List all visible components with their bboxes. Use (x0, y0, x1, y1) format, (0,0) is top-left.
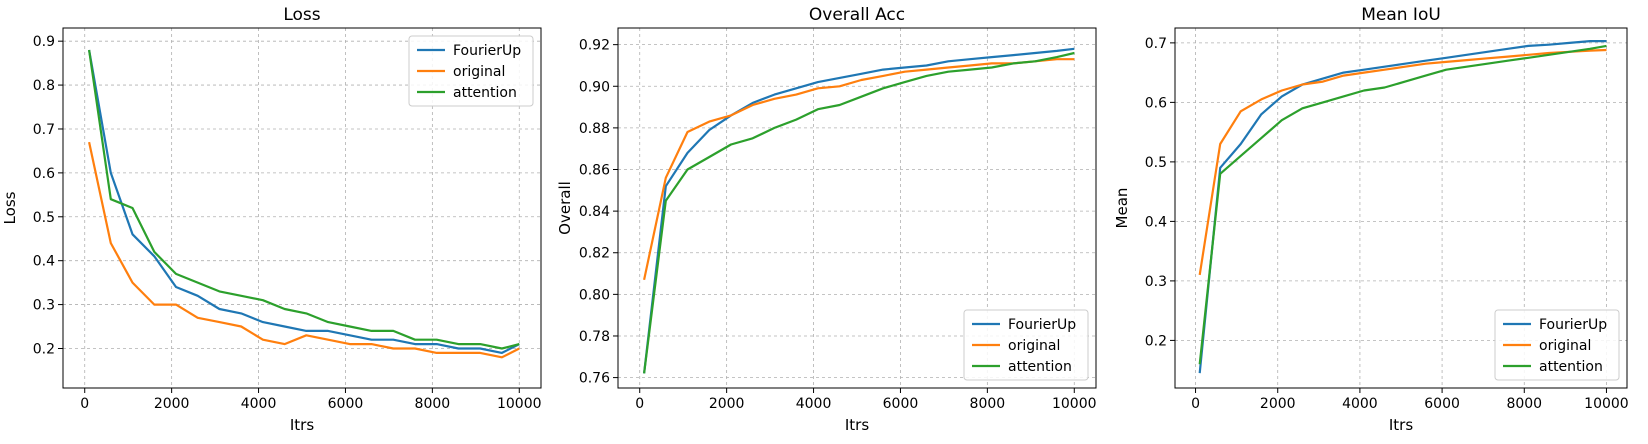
plot-frame (62, 27, 542, 389)
legend-label: original (1539, 338, 1591, 354)
x-tick-label: 2000 (709, 396, 745, 412)
x-tick-label: 4000 (241, 396, 277, 412)
y-tick-label: 0.3 (1145, 274, 1167, 290)
y-tick-label: 0.5 (1145, 155, 1167, 171)
legend-label: FourierUp (453, 43, 521, 59)
chart-title: Mean IoU (1361, 5, 1441, 25)
y-tick-label: 0.6 (33, 166, 55, 182)
y-axis-label: Overall (556, 181, 574, 235)
legend-box (408, 35, 534, 107)
legend: FourierUp original attention (408, 35, 534, 107)
x-axis-label: Itrs (290, 416, 314, 434)
x-tick-label: 8000 (415, 396, 451, 412)
legend-box (963, 309, 1089, 381)
y-tick-label: 0.7 (33, 122, 55, 138)
y-tick-label: 0.86 (579, 163, 610, 179)
legend-label: original (1008, 338, 1060, 354)
legend-label: attention (1008, 359, 1072, 375)
x-tick-label: 8000 (1506, 396, 1542, 412)
chart-panel-1: 0 2000 4000 6000 8000 10000 0.2 0.3 0.4 0.5 0.6 0.7… (1, 5, 542, 434)
series-line-fourierup (1198, 39, 1607, 374)
y-tick-label: 0.4 (1145, 214, 1167, 230)
x-tick-label: 0 (80, 396, 89, 412)
y-tick-label: 0.6 (1145, 95, 1167, 111)
legend-label: FourierUp (1539, 317, 1607, 333)
plot-frame (1174, 27, 1628, 389)
series-line-attention (88, 49, 520, 350)
legend-label: FourierUp (1008, 317, 1076, 333)
x-tick-label: 10000 (1584, 396, 1629, 412)
x-axis-label: Itrs (845, 416, 869, 434)
legend-label: attention (1539, 359, 1603, 375)
x-tick-label: 2000 (154, 396, 190, 412)
series-line-attention (643, 51, 1075, 374)
legend-label: original (453, 64, 505, 80)
y-tick-label: 0.78 (579, 329, 610, 345)
y-tick-label: 0.8 (33, 78, 55, 94)
chart-title: Overall Acc (809, 5, 905, 25)
x-tick-label: 6000 (328, 396, 364, 412)
legend: FourierUp original attention (1494, 309, 1620, 381)
series-line-original (1198, 48, 1607, 276)
y-tick-label: 0.92 (579, 38, 610, 54)
series-line-original (643, 58, 1075, 281)
series-line-fourierup (88, 49, 520, 354)
chart-title: Loss (283, 5, 320, 25)
y-tick-label: 0.82 (579, 246, 610, 262)
x-axis-label: Itrs (1389, 416, 1413, 434)
series-line-original (88, 141, 520, 359)
y-tick-label: 0.3 (33, 298, 55, 314)
y-tick-label: 0.4 (33, 254, 55, 270)
y-tick-label: 0.88 (579, 121, 610, 137)
x-tick-label: 10000 (497, 396, 542, 412)
y-axis-label: Mean (1113, 188, 1131, 229)
x-tick-label: 4000 (796, 396, 832, 412)
series-line-attention (1198, 44, 1607, 365)
y-tick-label: 0.5 (33, 210, 55, 226)
y-tick-label: 0.84 (579, 204, 610, 220)
y-axis-label: Loss (1, 191, 19, 224)
y-tick-label: 0.76 (579, 371, 610, 387)
x-tick-label: 6000 (883, 396, 919, 412)
legend-box (1494, 309, 1620, 381)
x-tick-label: 0 (1191, 396, 1200, 412)
chart-panel-3: 0 2000 4000 6000 8000 10000 0.2 0.3 0.4 0.5 0.6 0.7… (1113, 5, 1629, 434)
legend: FourierUp original attention (963, 309, 1089, 381)
x-tick-label: 2000 (1260, 396, 1296, 412)
series-line-fourierup (643, 47, 1075, 374)
y-tick-label: 0.2 (1145, 333, 1167, 349)
plot-frame (617, 27, 1097, 389)
y-tick-label: 0.80 (579, 287, 610, 303)
y-tick-label: 0.7 (1145, 36, 1167, 52)
x-tick-label: 10000 (1052, 396, 1097, 412)
x-tick-label: 6000 (1424, 396, 1460, 412)
legend-label: attention (453, 85, 517, 101)
x-tick-label: 0 (635, 396, 644, 412)
x-tick-label: 4000 (1342, 396, 1378, 412)
chart-panel-2: 0 2000 4000 6000 8000 10000 0.76 0.78 0.80 0.82 0.… (556, 5, 1097, 434)
y-tick-label: 0.2 (33, 341, 55, 357)
x-tick-label: 8000 (970, 396, 1006, 412)
y-tick-label: 0.9 (33, 34, 55, 50)
y-tick-label: 0.90 (579, 79, 610, 95)
